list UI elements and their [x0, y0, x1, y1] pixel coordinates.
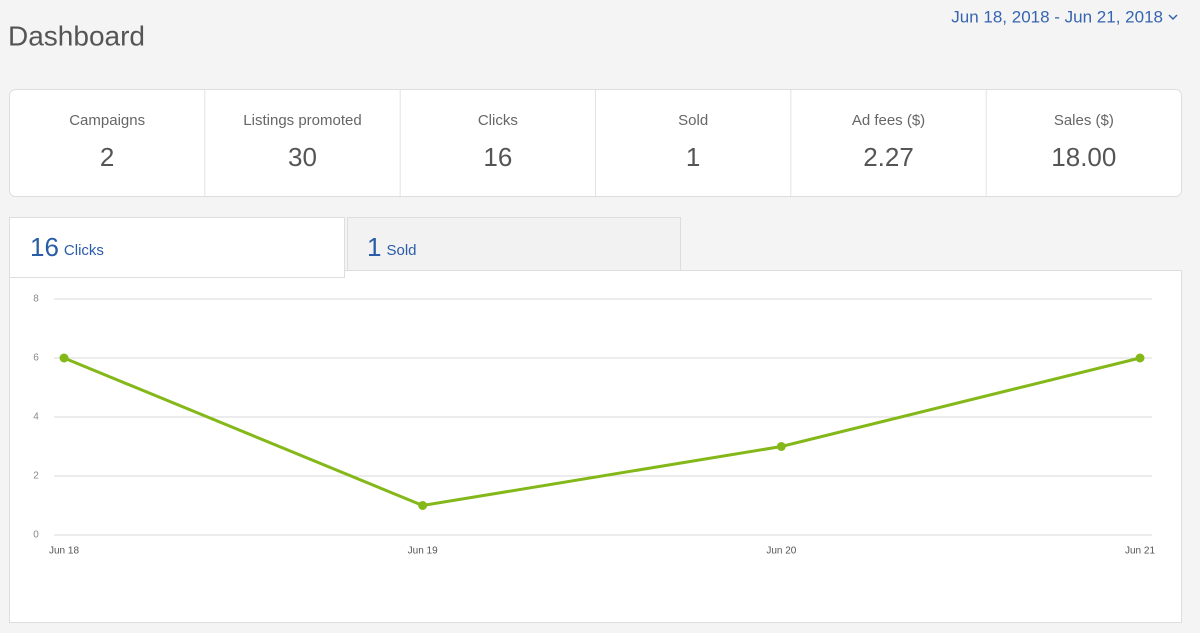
x-tick-label: Jun 18 [49, 546, 79, 557]
point [418, 501, 428, 510]
x-tick-label: Jun 19 [408, 546, 438, 557]
point [776, 442, 786, 451]
tab-value: 1 [367, 232, 381, 262]
stat-label: Clicks [478, 112, 518, 129]
stat-value: 30 [288, 142, 317, 172]
date-range[interactable]: Jun 18, 2018 - Jun 21, 2018 [951, 7, 1163, 26]
stat-value: 2.27 [863, 142, 914, 172]
y-tick-label: 0 [33, 530, 39, 541]
point [59, 353, 69, 363]
chevron[interactable] [1168, 14, 1178, 21]
tab-inactive[interactable] [347, 217, 681, 278]
line [63, 356, 1141, 508]
y-tick-label: 2 [33, 471, 39, 482]
stat-label: Sold [678, 112, 708, 129]
tab-value: 16 [30, 232, 59, 262]
stat-value: 1 [686, 142, 700, 172]
tab-label: Clicks [64, 242, 104, 259]
stat-label: Ad fees ($) [852, 112, 925, 129]
chart-panel [9, 270, 1182, 623]
tab-text[interactable]: 16 Clicks [30, 232, 104, 262]
tab-text[interactable]: 1 Sold [367, 232, 417, 262]
x-tick-label: Jun 20 [766, 546, 796, 557]
x-tick-label: Jun 21 [1125, 546, 1155, 557]
y-tick-label: 4 [33, 412, 39, 423]
stat-label: Campaigns [69, 112, 145, 129]
stat-value: 18.00 [1051, 142, 1116, 172]
stat-value: 16 [483, 142, 512, 172]
y-tick-label: 8 [33, 294, 39, 305]
stat-value: 2 [100, 142, 114, 172]
tab-joint [10, 268, 344, 276]
stat-label: Listings promoted [243, 112, 361, 129]
stat-label: Sales ($) [1054, 112, 1114, 129]
tab-label: Sold [386, 242, 416, 259]
tab-active[interactable] [9, 217, 345, 278]
page-title: Dashboard [8, 20, 145, 51]
point [1135, 353, 1145, 363]
y-tick-label: 6 [33, 353, 39, 364]
